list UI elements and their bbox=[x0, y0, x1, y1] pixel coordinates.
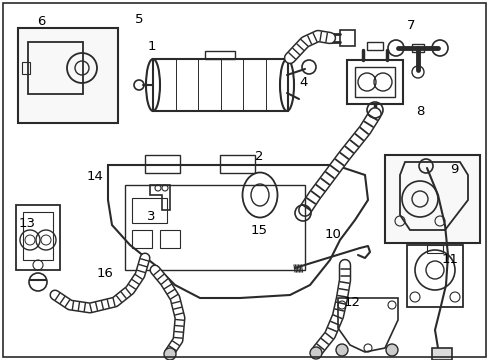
Bar bbox=[22, 62, 30, 74]
Text: 8: 8 bbox=[415, 105, 424, 118]
Text: 14: 14 bbox=[87, 170, 103, 183]
Text: 11: 11 bbox=[441, 253, 457, 266]
Text: 6: 6 bbox=[37, 15, 46, 28]
Bar bbox=[220, 155, 254, 173]
Circle shape bbox=[385, 344, 397, 356]
Circle shape bbox=[335, 344, 347, 356]
Bar bbox=[132, 230, 152, 248]
Bar bbox=[411, 44, 423, 52]
Text: 5: 5 bbox=[135, 13, 143, 26]
Text: 13: 13 bbox=[19, 217, 35, 230]
Text: 12: 12 bbox=[343, 296, 360, 309]
Bar bbox=[406, 245, 462, 307]
Text: 3: 3 bbox=[147, 210, 156, 222]
Bar bbox=[18, 28, 118, 123]
Circle shape bbox=[309, 347, 321, 359]
Bar bbox=[366, 42, 382, 50]
Text: 15: 15 bbox=[250, 224, 267, 237]
Circle shape bbox=[163, 348, 176, 360]
Text: 2: 2 bbox=[254, 150, 263, 163]
Text: 4: 4 bbox=[298, 76, 307, 89]
Bar bbox=[384, 155, 479, 243]
Bar bbox=[339, 30, 354, 46]
Bar bbox=[125, 185, 305, 270]
Bar bbox=[145, 155, 180, 173]
Text: 7: 7 bbox=[406, 19, 414, 32]
Text: 9: 9 bbox=[449, 163, 458, 176]
Text: 1: 1 bbox=[147, 40, 156, 53]
Bar bbox=[132, 198, 167, 223]
Bar bbox=[431, 348, 451, 360]
Bar bbox=[153, 59, 287, 111]
Bar bbox=[160, 230, 180, 248]
Bar bbox=[28, 42, 83, 94]
Bar bbox=[23, 212, 53, 260]
Bar bbox=[426, 245, 442, 253]
Text: 16: 16 bbox=[97, 267, 113, 280]
Bar bbox=[16, 205, 60, 270]
Bar bbox=[354, 67, 394, 97]
Bar bbox=[346, 60, 402, 104]
Text: 10: 10 bbox=[324, 228, 340, 240]
Bar bbox=[204, 51, 235, 59]
